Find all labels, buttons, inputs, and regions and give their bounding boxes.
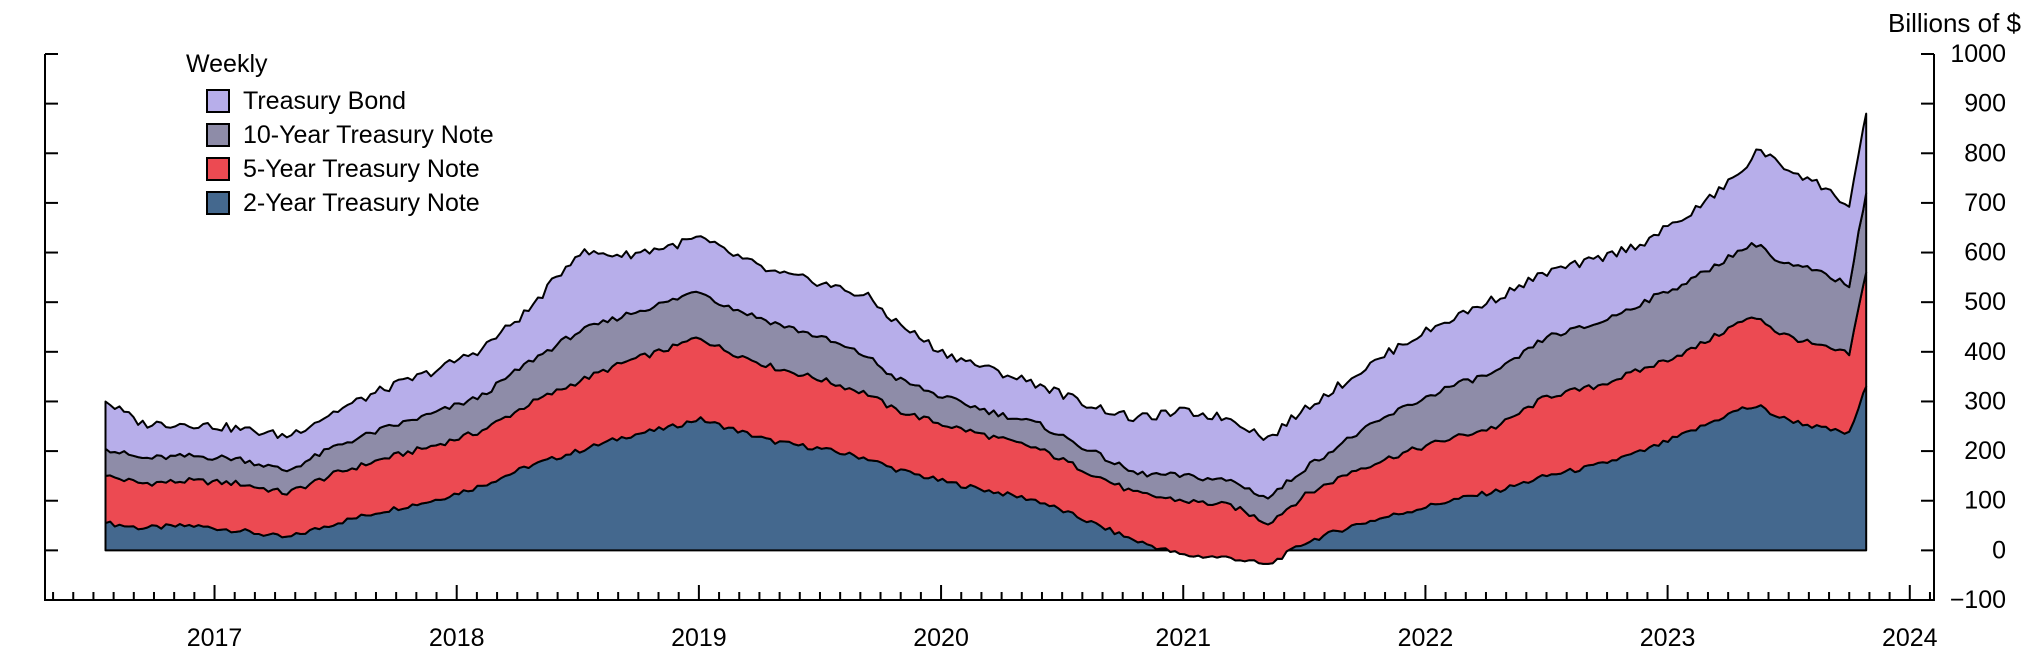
- area-bands: [104, 112, 1868, 565]
- legend-swatch-10-year-note: [206, 123, 230, 147]
- legend-label-2-year-note: 2-Year Treasury Note: [243, 188, 480, 217]
- y-tick-label: 1000: [1950, 40, 2006, 68]
- legend-title: Weekly: [186, 50, 268, 78]
- x-tick-label: 2023: [1640, 624, 1696, 652]
- x-tick-label: 2019: [671, 624, 727, 652]
- y-tick-label: 300: [1964, 387, 2006, 415]
- x-tick-label: 2020: [913, 624, 969, 652]
- y-tick-label: 800: [1964, 139, 2006, 167]
- y-tick-label: 900: [1964, 90, 2006, 118]
- legend-item-2-year-note: 2-Year Treasury Note: [206, 186, 494, 220]
- band-treasury-bond: [104, 112, 1868, 500]
- legend-label-10-year-note: 10-Year Treasury Note: [243, 120, 494, 149]
- x-tick-label: 2024: [1882, 624, 1938, 652]
- axes: [44, 53, 1935, 601]
- y-tick-label: 600: [1964, 239, 2006, 267]
- y-axis-units-label: Billions of $: [1888, 8, 2021, 38]
- y-tick-label: 700: [1964, 189, 2006, 217]
- legend-swatch-treasury-bond: [206, 89, 230, 113]
- y-tick-label: 500: [1964, 288, 2006, 316]
- y-tick-label: −100: [1950, 586, 2006, 614]
- y-tick-label: 100: [1964, 487, 2006, 515]
- x-tick-label: 2021: [1155, 624, 1211, 652]
- y-tick-label: 0: [1992, 536, 2006, 564]
- legend-swatch-5-year-note: [206, 157, 230, 181]
- legend-item-5-year-note: 5-Year Treasury Note: [206, 152, 494, 186]
- legend-label-5-year-note: 5-Year Treasury Note: [243, 154, 480, 183]
- y-tick-label: 200: [1964, 437, 2006, 465]
- y-tick-label: 400: [1964, 338, 2006, 366]
- x-tick-label: 2022: [1398, 624, 1454, 652]
- legend-item-10-year-note: 10-Year Treasury Note: [206, 118, 494, 152]
- axis-labels: −100 0 100 200 300 400 500 600 700 800 900 1000 2017…: [187, 40, 2006, 652]
- legend-item-treasury-bond: Treasury Bond: [206, 84, 494, 118]
- legend-label-treasury-bond: Treasury Bond: [243, 86, 407, 115]
- legend: Weekly Treasury Bond 10-Year Treasury No…: [186, 50, 494, 220]
- x-tick-label: 2018: [429, 624, 485, 652]
- legend-swatch-2-year-note: [206, 191, 230, 215]
- x-tick-label: 2017: [187, 624, 243, 652]
